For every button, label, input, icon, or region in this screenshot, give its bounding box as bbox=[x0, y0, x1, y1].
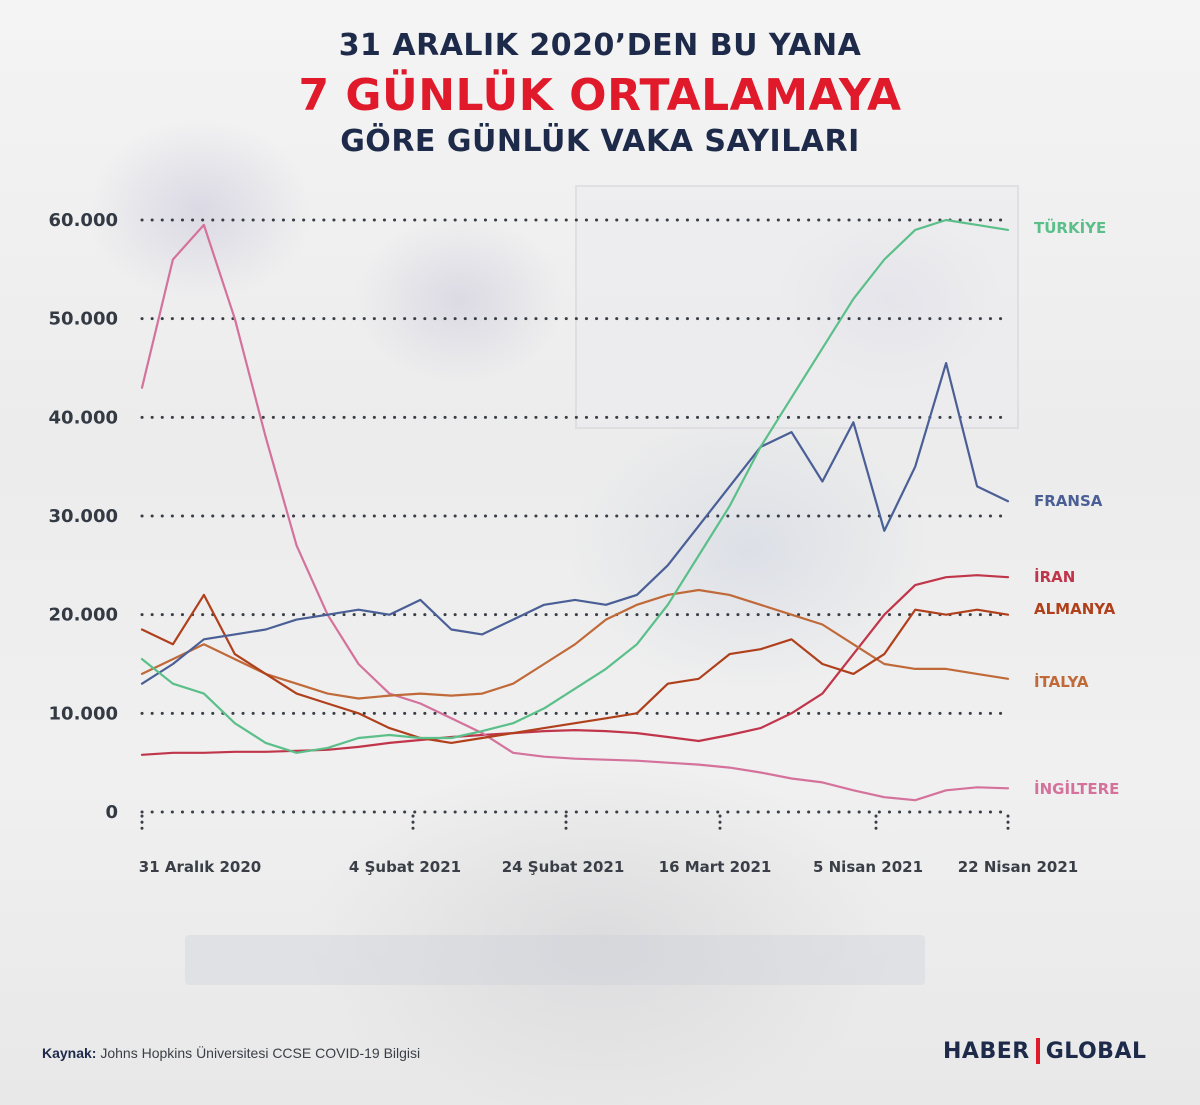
source-text: Johns Hopkins Üniversitesi CCSE COVID-19… bbox=[100, 1045, 421, 1061]
haber-global-logo: HABER GLOBAL bbox=[943, 1036, 1147, 1066]
series-line-3 bbox=[140, 593, 1010, 745]
x-axis: 31 Aralık 2020 4 Şubat 2021 24 Şubat 2021 1… bbox=[139, 814, 1079, 876]
x-tick-label: 24 Şubat 2021 bbox=[502, 858, 625, 876]
logo-separator bbox=[1035, 1038, 1040, 1064]
series-line-0 bbox=[140, 218, 1010, 754]
y-tick-label: 60.000 bbox=[49, 210, 118, 231]
source-label: Kaynak: bbox=[42, 1045, 97, 1061]
chart-gridlines bbox=[140, 218, 1012, 814]
y-axis: 60.000 50.000 40.000 30.000 20.000 10.000 0 bbox=[49, 210, 118, 823]
series-label: İNGİLTERE bbox=[1034, 779, 1119, 798]
series-line-1 bbox=[140, 362, 1010, 685]
y-tick-label: 20.000 bbox=[49, 605, 118, 626]
y-tick-label: 10.000 bbox=[49, 703, 118, 724]
chart-series bbox=[140, 218, 1010, 802]
series-label: TÜRKİYE bbox=[1034, 218, 1106, 237]
x-tick-label: 31 Aralık 2020 bbox=[139, 858, 261, 876]
series-label: İTALYA bbox=[1034, 672, 1089, 691]
title-line-1: 31 ARALIK 2020’DEN BU YANA bbox=[338, 28, 862, 63]
y-tick-label: 40.000 bbox=[49, 407, 118, 428]
y-tick-label: 30.000 bbox=[49, 506, 118, 527]
series-line-2 bbox=[140, 574, 1010, 756]
logo-left: HABER bbox=[943, 1038, 1030, 1064]
title-line-3: GÖRE GÜNLÜK VAKA SAYILARI bbox=[340, 124, 860, 159]
series-label: İRAN bbox=[1034, 567, 1075, 586]
series-line-5 bbox=[140, 223, 1010, 802]
series-line-4 bbox=[140, 588, 1010, 700]
y-tick-label: 0 bbox=[105, 802, 118, 823]
series-label: ALMANYA bbox=[1034, 600, 1116, 618]
x-tick-label: 16 Mart 2021 bbox=[659, 858, 772, 876]
y-tick-label: 50.000 bbox=[49, 309, 118, 330]
series-label: FRANSA bbox=[1034, 492, 1103, 510]
logo-right: GLOBAL bbox=[1045, 1038, 1147, 1064]
x-tick-label: 22 Nisan 2021 bbox=[958, 858, 1079, 876]
title-line-2: 7 GÜNLÜK ORTALAMAYA bbox=[298, 70, 902, 121]
series-labels: TÜRKİYE FRANSA İRAN ALMANYA İTALYA İNGİLTERE bbox=[1034, 218, 1119, 798]
x-tick-label: 4 Şubat 2021 bbox=[349, 858, 461, 876]
x-tick-label: 5 Nisan 2021 bbox=[813, 858, 923, 876]
background-bed-rail bbox=[185, 935, 925, 985]
source-note: Kaynak: Johns Hopkins Üniversitesi CCSE … bbox=[42, 1045, 420, 1061]
